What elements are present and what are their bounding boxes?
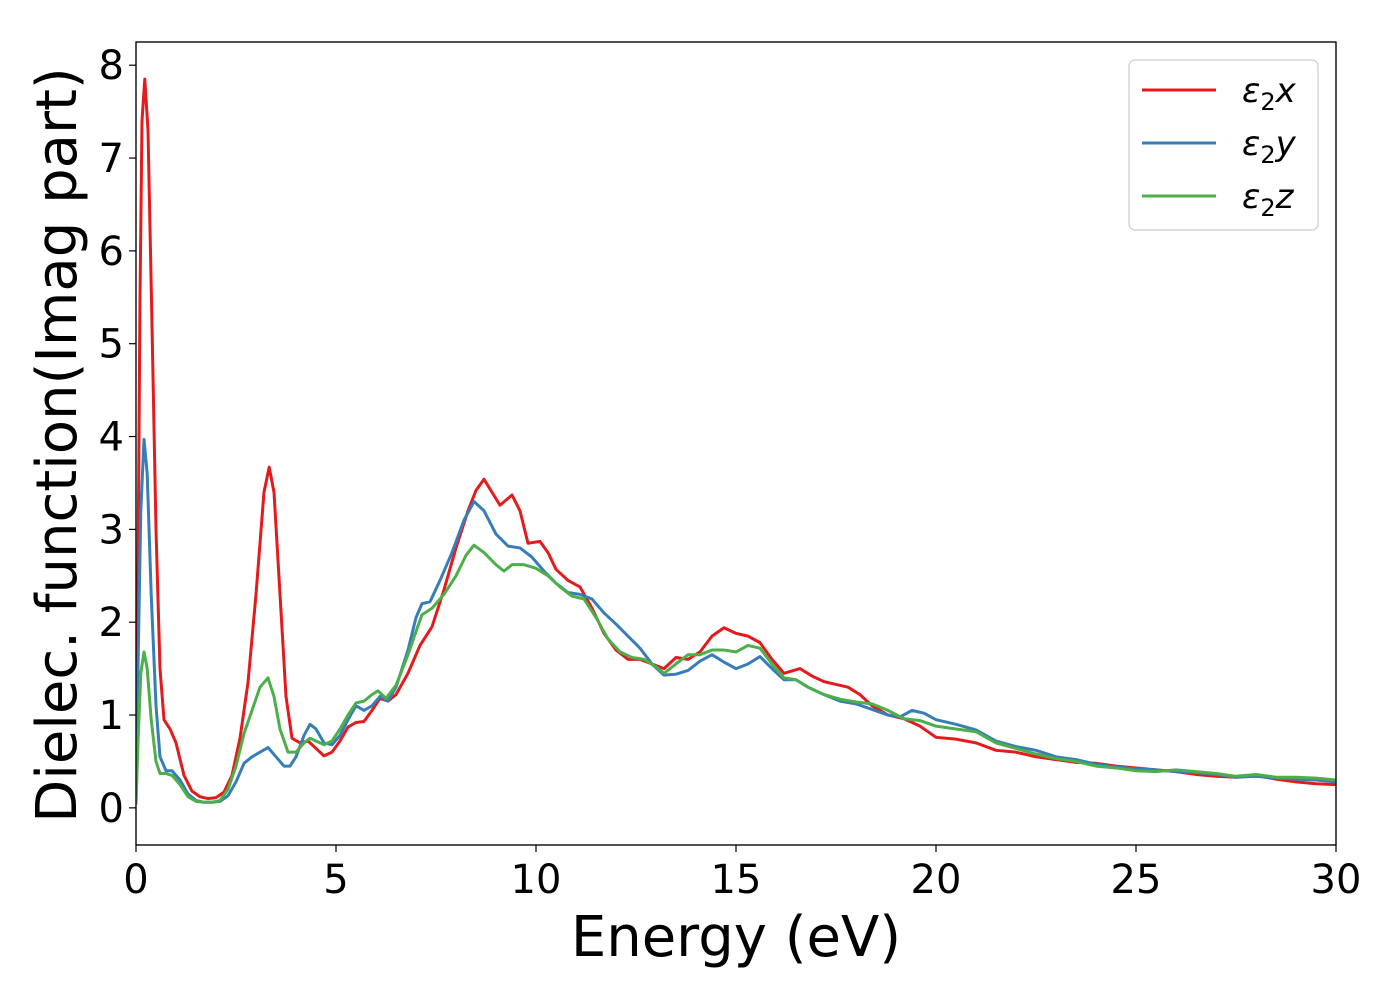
x-tick-label: 5 [323,857,348,903]
x-tick-label: 30 [1311,857,1362,903]
y-tick-label: 3 [99,507,124,553]
y-tick-label: 5 [99,322,124,368]
y-tick-label: 1 [99,693,124,739]
x-tick-label: 15 [711,857,762,903]
x-tick-label: 0 [123,857,148,903]
legend-entries: ε2x ε2y ε2z [1142,71,1297,222]
y-tick-label: 2 [99,600,124,646]
legend: ε2x ε2y ε2z [1128,59,1319,231]
legend-label-z: ε2z [1242,177,1295,222]
x-axis-ticks: 0 5 10 15 20 25 30 [123,845,1361,903]
x-tick-label: 25 [1111,857,1162,903]
legend-label-x: ε2x [1242,71,1297,116]
legend-label-y: ε2y [1242,124,1297,169]
y-tick-label: 7 [99,136,124,182]
y-axis-ticks: 0 1 2 3 4 5 6 7 8 [99,43,136,832]
legend-box [1128,59,1319,231]
y-tick-label: 4 [99,415,124,461]
y-tick-label: 6 [99,229,124,275]
x-tick-label: 10 [511,857,562,903]
series-layer [136,77,1336,805]
series-line-y [136,437,1336,805]
y-tick-label: 8 [99,43,124,89]
y-tick-label: 0 [99,786,124,832]
series-line-z [136,543,1336,805]
y-axis-title: Dielec. function(Imag part) [25,67,90,823]
x-tick-label: 20 [911,857,962,903]
x-axis-title: Energy (eV) [571,905,901,970]
